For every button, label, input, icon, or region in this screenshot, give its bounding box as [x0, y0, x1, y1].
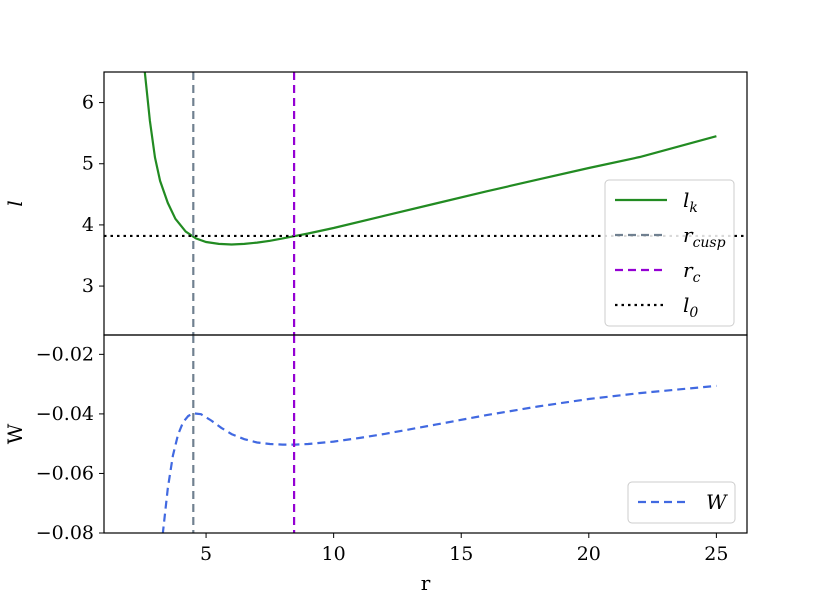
legend-label: rc [683, 258, 701, 286]
legend-label: rcusp [683, 223, 726, 251]
bottom-legend: W [627, 481, 736, 524]
x-tick-label: 25 [704, 543, 728, 565]
top-legend: lk rcusp rc l0 [604, 179, 735, 327]
series-W [161, 384, 717, 533]
bottom-plot-area [161, 335, 717, 533]
series-l_k [143, 72, 717, 246]
bottom-panel: −0.02 −0.04 −0.06 −0.08 5 10 15 20 25 Wr W [3, 334, 748, 595]
y-tick-label: −0.06 [36, 462, 94, 484]
legend-label: W [706, 490, 728, 514]
x-tick-label: 10 [322, 543, 346, 565]
y-axis-label: W [3, 423, 27, 444]
y-tick-label: 5 [82, 153, 94, 175]
y-tick-label: 4 [82, 214, 94, 236]
bottom-axes-frame [103, 334, 748, 534]
x-tick-label: 15 [449, 543, 473, 565]
legend-box [604, 179, 735, 327]
x-axis-label: r [421, 571, 431, 595]
y-tick-label: −0.08 [36, 522, 94, 544]
legend-label: l0 [683, 293, 698, 321]
top-panel: 3 4 5 6 l lk rcusp rc l0 [3, 71, 748, 336]
y-tick-label: 6 [82, 92, 94, 114]
legend-label: lk [683, 188, 698, 216]
x-tick-label: 5 [200, 543, 212, 565]
x-tick-label: 20 [577, 543, 601, 565]
y-axis-label: l [3, 200, 27, 206]
y-tick-label: −0.02 [36, 343, 94, 365]
y-tick-label: −0.04 [36, 403, 94, 425]
top-plot-area [104, 72, 747, 335]
y-tick-label: 3 [82, 275, 94, 297]
